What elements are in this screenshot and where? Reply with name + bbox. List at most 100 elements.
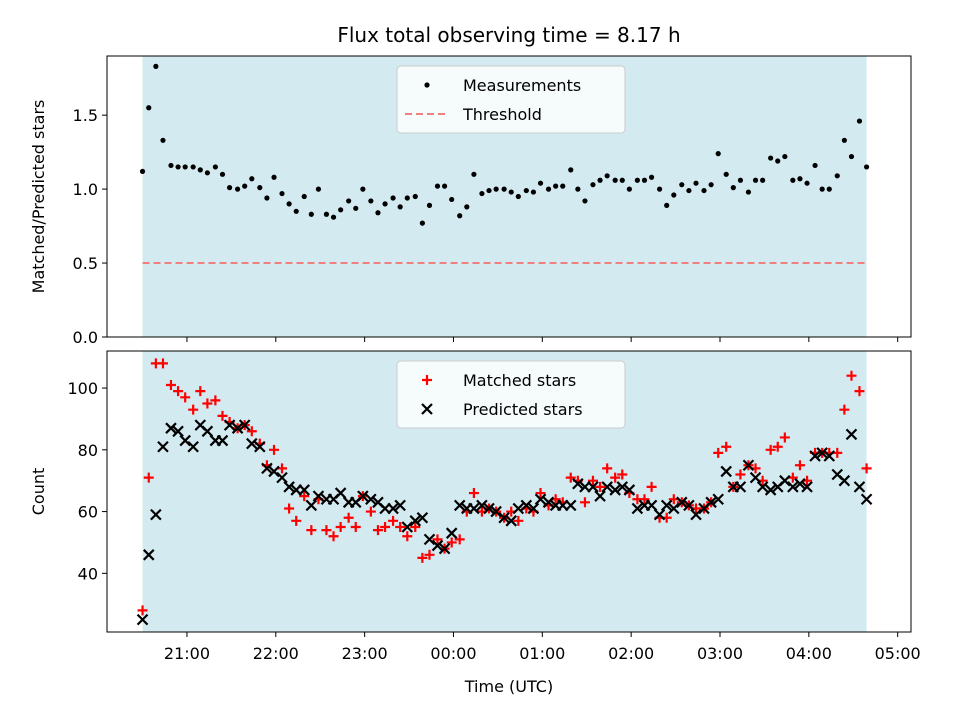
- measurement-point: [612, 177, 618, 183]
- matched-star-point: [839, 404, 850, 415]
- matched-star-point: [299, 491, 310, 502]
- predicted-star-point: [490, 505, 502, 518]
- matched-star-point: [454, 534, 465, 545]
- measurement-point: [190, 164, 196, 170]
- matched-star-point: [779, 432, 790, 443]
- measurement-point: [353, 205, 359, 211]
- predicted-star-point: [179, 434, 191, 447]
- matched-star-point: [602, 463, 613, 474]
- predicted-star-point: [749, 471, 762, 484]
- predicted-star-point: [609, 484, 621, 496]
- measurement-point: [568, 167, 574, 173]
- legend-entry: Measurements: [463, 76, 581, 95]
- predicted-star-point: [690, 508, 702, 521]
- matched-star-point: [321, 525, 332, 536]
- predicted-star-point: [409, 515, 422, 527]
- measurement-point: [404, 195, 410, 201]
- measurement-point: [301, 193, 307, 200]
- matched-star-point: [846, 370, 857, 381]
- matched-star-point: [721, 441, 732, 452]
- predicted-star-point: [142, 549, 155, 561]
- predicted-star-point: [823, 450, 836, 462]
- predicted-star-point: [779, 474, 791, 487]
- matched-star-point: [246, 426, 257, 437]
- axes-frame: [106, 55, 912, 338]
- predicted-star-point: [223, 419, 236, 431]
- predicted-star-point: [387, 502, 399, 515]
- matched-star-point: [143, 472, 154, 483]
- predicted-star-point: [357, 490, 369, 502]
- measurement-point: [449, 196, 455, 203]
- predicted-star-point: [645, 499, 658, 512]
- measurement-point: [212, 164, 218, 170]
- predicted-star-point: [845, 428, 858, 441]
- y-tick-label: 0.5: [73, 254, 98, 273]
- matched-star-point: [617, 469, 628, 480]
- measurement-point: [346, 198, 352, 204]
- measurement-point: [153, 63, 159, 69]
- predicted-star-point: [616, 481, 629, 493]
- matched-star-point: [610, 472, 621, 483]
- legend-measurement-marker: [424, 82, 430, 88]
- measurement-point: [419, 220, 425, 226]
- legend-matched-marker: [422, 375, 432, 385]
- predicted-star-point: [150, 508, 162, 521]
- legend-box: [396, 360, 626, 429]
- measurement-point: [508, 189, 514, 195]
- matched-star-point: [269, 444, 280, 455]
- measurement-point: [249, 176, 255, 182]
- measurement-point: [812, 162, 818, 169]
- predicted-star-point: [268, 465, 280, 478]
- predicted-star-point: [136, 613, 149, 626]
- measurement-point: [360, 186, 366, 192]
- measurement-point: [412, 193, 418, 200]
- measurement-point: [848, 153, 855, 160]
- matched-star-point: [306, 525, 317, 536]
- measurement-point: [790, 177, 796, 183]
- measurement-point: [375, 210, 381, 216]
- matched-star-point: [565, 472, 576, 483]
- predicted-star-point: [283, 481, 295, 493]
- predicted-star-point: [431, 539, 444, 552]
- measurement-point: [604, 173, 610, 179]
- matched-star-point: [188, 404, 199, 415]
- matched-star-point: [195, 386, 206, 397]
- matched-star-point: [202, 398, 213, 409]
- predicted-star-point: [787, 481, 799, 493]
- x-tick-label: 01:00: [519, 644, 565, 663]
- predicted-star-point: [587, 481, 599, 493]
- predicted-star-point: [453, 499, 466, 512]
- measurement-point: [242, 183, 248, 189]
- measurement-point: [752, 177, 759, 183]
- measurement-point: [271, 174, 277, 180]
- matched-star-point: [350, 522, 361, 533]
- measurement-point: [648, 174, 655, 180]
- matched-star-point: [417, 552, 428, 563]
- predicted-star-point: [365, 493, 377, 505]
- measurement-point: [160, 137, 166, 143]
- x-axis-label: Time (UTC): [464, 677, 553, 696]
- legend-entry: Threshold: [462, 105, 542, 124]
- matched-star-point: [173, 386, 184, 397]
- measurement-point: [575, 186, 581, 192]
- matched-star-point: [595, 481, 606, 492]
- predicted-star-point: [683, 499, 695, 512]
- matched-star-point: [343, 512, 354, 523]
- y-axis-label: Count: [29, 468, 48, 516]
- predicted-star-point: [809, 450, 821, 462]
- predicted-star-point: [423, 533, 436, 546]
- matched-star-point: [794, 460, 805, 471]
- matched-star-point: [165, 379, 176, 390]
- predicted-star-point: [860, 493, 873, 505]
- measurement-point: [315, 186, 322, 192]
- x-tick-label: 22:00: [253, 644, 299, 663]
- measurement-point: [826, 186, 832, 192]
- y-tick-label: 80: [78, 441, 98, 460]
- predicted-star-point: [165, 422, 177, 434]
- matched-star-point: [832, 447, 843, 458]
- x-tick-label: 00:00: [430, 644, 476, 663]
- y-tick-label: 40: [78, 564, 98, 583]
- measurement-point: [426, 202, 433, 208]
- predicted-star-point: [231, 422, 244, 434]
